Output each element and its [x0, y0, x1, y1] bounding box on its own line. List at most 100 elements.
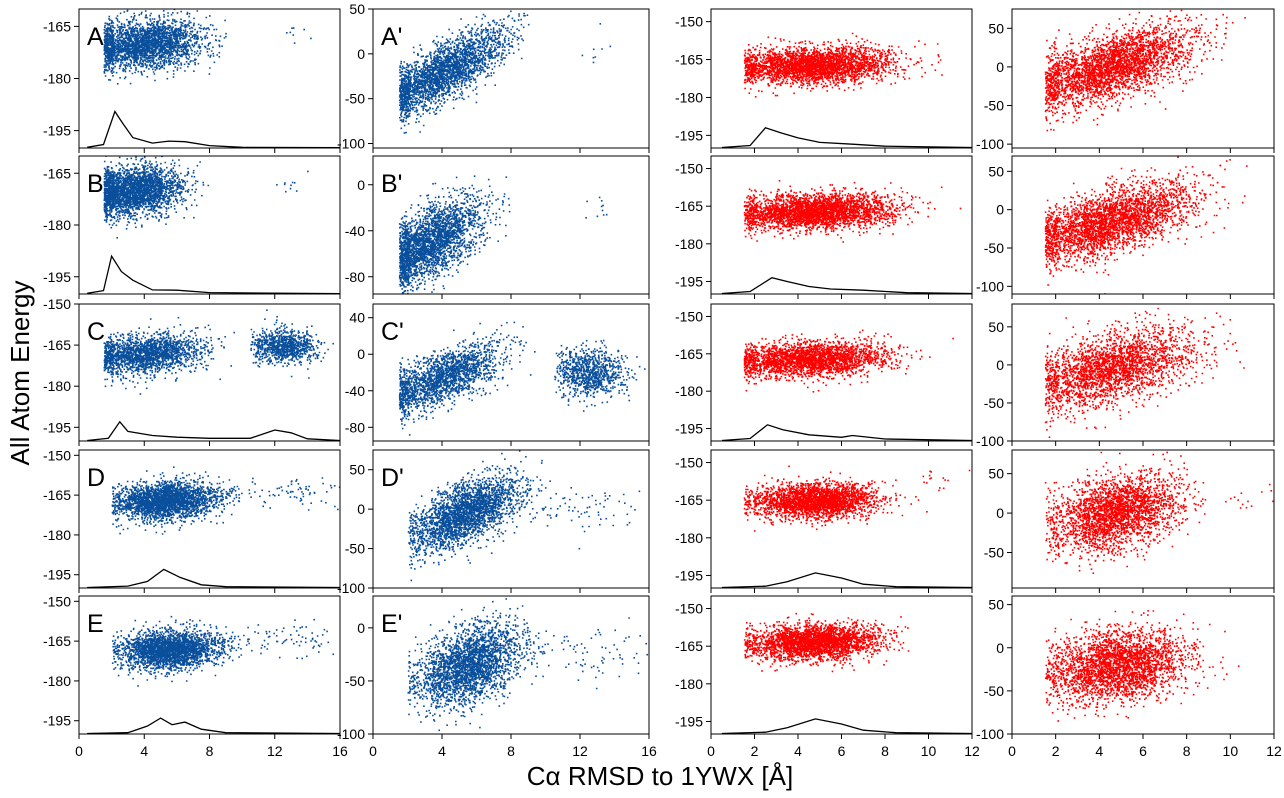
density-curve — [721, 718, 972, 734]
x-tick-label: 10 — [1223, 743, 1239, 759]
scatter-points — [111, 466, 340, 535]
panel-label: B' — [381, 170, 402, 198]
y-tick-label: -180 — [43, 217, 71, 233]
density-curve — [721, 127, 972, 148]
y-tick-label: -195 — [675, 421, 703, 437]
scatter-cluster — [103, 156, 210, 239]
scatter-points — [1044, 451, 1274, 588]
scatter-cluster — [398, 10, 530, 134]
x-tick-label: 12 — [572, 743, 588, 759]
y-tick-label: -195 — [43, 713, 71, 729]
scatter-cluster — [1044, 451, 1232, 588]
panel-B-red-2: 50 0 -50 -100 — [976, 155, 1275, 299]
y-tick-label: 0 — [357, 46, 365, 62]
scatter-cluster — [554, 339, 646, 412]
x-tick-label: 0 — [1008, 743, 1016, 759]
scatter-cluster — [226, 477, 340, 511]
panel-frame — [1011, 595, 1275, 735]
density-curve — [87, 110, 340, 148]
y-tick-label: 40 — [349, 310, 365, 326]
y-tick-label: -80 — [345, 269, 365, 285]
y-tick-label: -165 — [675, 198, 703, 214]
scatter-points — [743, 465, 971, 532]
x-tick-label: 0 — [369, 743, 377, 759]
x-tick-label: 16 — [641, 743, 657, 759]
panel-C-red-2: 50 0 -50 -100 — [976, 303, 1275, 449]
x-tick-label: 4 — [794, 743, 802, 759]
scatter-points — [1044, 307, 1245, 438]
x-tick-label: 0 — [707, 743, 715, 759]
panel-label: C' — [381, 318, 404, 346]
y-tick-label: -195 — [675, 273, 703, 289]
y-tick-label: -100 — [976, 726, 1004, 742]
scatter-cluster — [398, 175, 511, 294]
y-tick-label: 0 — [357, 177, 365, 193]
panel-frame — [1011, 303, 1275, 442]
y-tick-label: -165 — [43, 337, 71, 353]
scatter-points — [743, 32, 943, 98]
scatter-cluster — [407, 598, 547, 732]
y-tick-label: -180 — [43, 71, 71, 87]
scatter-cluster — [1044, 156, 1248, 294]
y-tick-label: -180 — [675, 236, 703, 252]
scatter-cluster — [111, 615, 243, 687]
y-tick-label: 0 — [996, 505, 1004, 521]
y-tick-label: 0 — [357, 620, 365, 636]
density-curve — [87, 420, 340, 441]
y-tick-label: 50 — [349, 1, 365, 17]
y-tick-label: 50 — [988, 319, 1004, 335]
panel-label: C — [87, 318, 105, 346]
y-tick-label: -100 — [337, 726, 365, 742]
y-tick-label: -165 — [43, 633, 71, 649]
scatter-cluster — [743, 465, 928, 532]
density-curve — [721, 277, 972, 294]
scatter-cluster — [276, 170, 309, 193]
y-tick-label: -195 — [43, 269, 71, 285]
panel-D-red-2: 50 0 -50 — [984, 449, 1275, 593]
y-tick-label: 50 — [988, 163, 1004, 179]
panel-label: D — [87, 464, 105, 492]
scatter-points — [407, 598, 648, 732]
panel-D: -150 -165 -180 -195 D — [43, 447, 341, 593]
scatter-cluster — [743, 329, 954, 393]
y-tick-label: -195 — [43, 567, 71, 583]
scatter-points — [743, 612, 910, 673]
x-tick-label: 4 — [1095, 743, 1103, 759]
x-axis-title: Cα RMSD to 1YWX [Å] — [527, 761, 793, 791]
y-tick-label: 50 — [349, 462, 365, 478]
x-tick-label: 8 — [206, 743, 214, 759]
y-tick-label: -195 — [675, 127, 703, 143]
panel-D-red: -150 -165 -180 -195 — [675, 449, 973, 593]
y-tick-label: -40 — [345, 383, 365, 399]
y-tick-label: 0 — [357, 501, 365, 517]
panel-A: -165 -180 -195 A — [43, 8, 341, 153]
panel-B-red: -150 -165 -180 -195 — [675, 155, 973, 299]
y-tick-label: -50 — [984, 395, 1004, 411]
y-tick-label: -180 — [43, 378, 71, 394]
y-tick-label: -165 — [675, 346, 703, 362]
y-tick-label: -50 — [984, 98, 1004, 114]
y-tick-label: -50 — [984, 545, 1004, 561]
scatter-points — [398, 10, 612, 134]
y-tick-label: 0 — [357, 346, 365, 362]
density-curve — [721, 572, 972, 588]
y-tick-label: -100 — [337, 580, 365, 596]
scatter-cluster — [743, 180, 962, 243]
y-tick-label: -165 — [675, 638, 703, 654]
scatter-points — [743, 329, 954, 393]
panel-label: A — [87, 23, 104, 51]
panel-B: -165 -180 -195 B — [43, 155, 341, 299]
scatter-cluster — [528, 480, 641, 550]
y-tick-label: -80 — [345, 419, 365, 435]
scatter-cluster — [103, 9, 227, 85]
scatter-cluster — [407, 450, 543, 582]
y-tick-label: 50 — [988, 20, 1004, 36]
scatter-cluster — [1044, 9, 1246, 132]
panel-grid: -165 -180 -195 A 50 0 -50 -100 A' -150 -165 -180 -19… — [43, 1, 1282, 759]
density-curve — [87, 568, 340, 588]
y-tick-label: -180 — [43, 527, 71, 543]
x-tick-label: 6 — [1139, 743, 1147, 759]
y-tick-label: -180 — [675, 89, 703, 105]
